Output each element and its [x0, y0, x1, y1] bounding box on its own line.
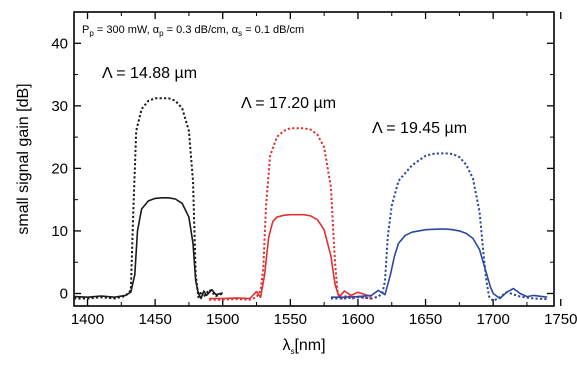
period-label-2: Λ = 17.20 µm — [241, 95, 336, 112]
black-solid-series — [73, 197, 223, 300]
x-tick-label: 1450 — [138, 311, 171, 328]
y-tick-label: 20 — [51, 160, 68, 177]
plot-frame — [73, 11, 555, 307]
x-tick-label: 1500 — [206, 311, 239, 328]
x-tick-label: 1750 — [544, 311, 577, 328]
red-solid-series — [209, 213, 372, 300]
y-tick-label: 0 — [60, 285, 68, 302]
y-tick-label: 30 — [51, 98, 68, 115]
black-dotted-series — [74, 97, 224, 300]
x-axis-title: λs[nm] — [282, 337, 325, 356]
period-label-1: Λ = 14.88 µm — [102, 65, 197, 82]
data-series — [73, 97, 548, 302]
x-tick-label: 1400 — [71, 311, 104, 328]
blue-solid-series — [330, 228, 548, 300]
y-tick-label: 10 — [51, 223, 68, 240]
y-axis-title: small signal gain [dB] — [15, 83, 32, 234]
axis-ticks: 1400 1450 1500 1550 1600 1650 1700 1750 0 10 20 30 4… — [51, 12, 577, 328]
x-tick-label: 1700 — [476, 311, 509, 328]
period-label-3: Λ = 19.45 µm — [372, 120, 467, 137]
blue-dotted-series — [330, 152, 548, 302]
x-tick-label: 1650 — [409, 311, 442, 328]
y-tick-label: 40 — [51, 35, 68, 52]
parameter-text: Pp = 300 mW, αp = 0.3 dB/cm, αs = 0.1 dB… — [82, 24, 304, 38]
x-tick-label: 1550 — [274, 311, 307, 328]
x-tick-label: 1600 — [341, 311, 374, 328]
